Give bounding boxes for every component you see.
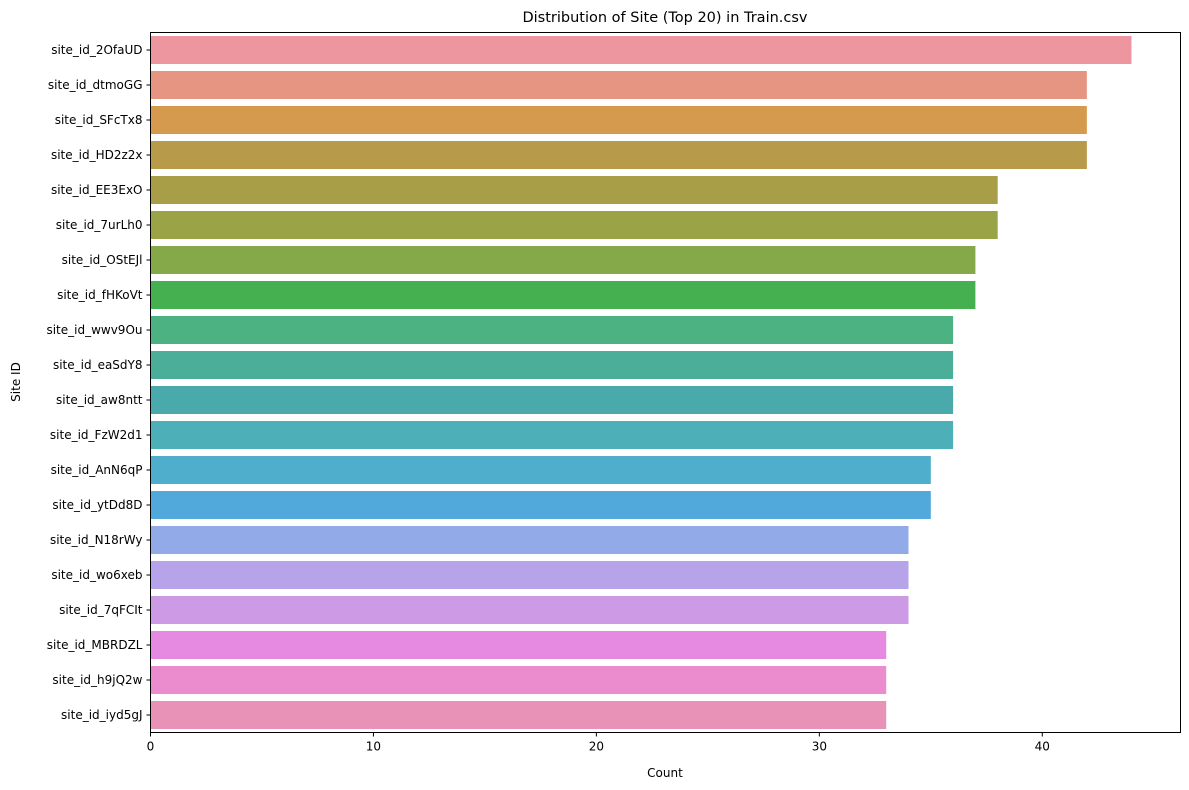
bar-site_id_AnN6qP	[150, 456, 931, 484]
y-tick-label: site_id_EE3ExO	[51, 183, 143, 197]
plot-frame	[150, 32, 1181, 733]
bar-site_id_iyd5gJ	[150, 701, 887, 729]
y-axis-label: Site ID	[9, 362, 23, 402]
y-tick-label: site_id_MBRDZL	[47, 638, 143, 652]
bars	[150, 36, 1132, 729]
bar-site_id_7urLh0	[150, 211, 998, 239]
bar-site_id_MBRDZL	[150, 631, 887, 659]
y-axis-ticks: site_id_2OfaUD site_id_dtmoGG site_id_SFcT…	[46, 43, 151, 722]
x-tick-label: 20	[589, 740, 604, 754]
bar-site_id_fHKoVt	[150, 281, 976, 309]
x-tick-label: 0	[147, 740, 155, 754]
y-tick-label: site_id_7qFCIt	[59, 603, 143, 617]
chart-title: Distribution of Site (Top 20) in Train.c…	[522, 10, 807, 26]
y-tick-label: site_id_aw8ntt	[56, 393, 143, 407]
y-tick-label: site_id_OStEJl	[62, 253, 143, 267]
y-tick-label: site_id_FzW2d1	[50, 428, 143, 442]
y-tick-label: site_id_7urLh0	[56, 218, 143, 232]
bar-site_id_7qFCIt	[150, 596, 909, 624]
bar-site_id_h9jQ2w	[150, 666, 887, 694]
bar-site_id_aw8ntt	[150, 386, 954, 414]
bar-site_id_eaSdY8	[150, 351, 954, 379]
y-tick-label: site_id_ytDd8D	[52, 498, 142, 512]
x-axis-ticks: 0 10 20 30 40	[147, 732, 1050, 754]
x-tick-label: 30	[812, 740, 827, 754]
bar-site_id_FzW2d1	[150, 421, 954, 449]
bar-site_id_EE3ExO	[150, 176, 998, 204]
x-tick-label: 40	[1035, 740, 1050, 754]
bar-site_id_SFcTx8	[150, 106, 1087, 134]
bar-site_id_wwv9Ou	[150, 316, 954, 344]
bar-site_id_2OfaUD	[150, 36, 1132, 64]
y-tick-label: site_id_iyd5gJ	[61, 708, 142, 722]
y-tick-label: site_id_fHKoVt	[57, 288, 143, 302]
bar-site_id_wo6xeb	[150, 561, 909, 589]
y-tick-label: site_id_wo6xeb	[51, 568, 142, 582]
bar-site_id_dtmoGG	[150, 71, 1087, 99]
y-tick-label: site_id_HD2z2x	[51, 148, 143, 162]
y-tick-label: site_id_N18rWy	[50, 533, 143, 547]
y-tick-label: site_id_SFcTx8	[55, 113, 143, 127]
bar-site_id_OStEJl	[150, 246, 976, 274]
bar-site_id_HD2z2x	[150, 141, 1087, 169]
y-tick-label: site_id_eaSdY8	[53, 358, 143, 372]
y-tick-label: site_id_AnN6qP	[51, 463, 143, 477]
x-axis-label: Count	[647, 766, 683, 780]
x-tick-label: 10	[366, 740, 381, 754]
y-tick-label: site_id_h9jQ2w	[52, 673, 142, 687]
y-tick-label: site_id_2OfaUD	[51, 43, 142, 57]
y-tick-label: site_id_wwv9Ou	[46, 323, 142, 337]
bar-site_id_ytDd8D	[150, 491, 931, 519]
y-tick-label: site_id_dtmoGG	[48, 78, 143, 92]
bar-site_id_N18rWy	[150, 526, 909, 554]
